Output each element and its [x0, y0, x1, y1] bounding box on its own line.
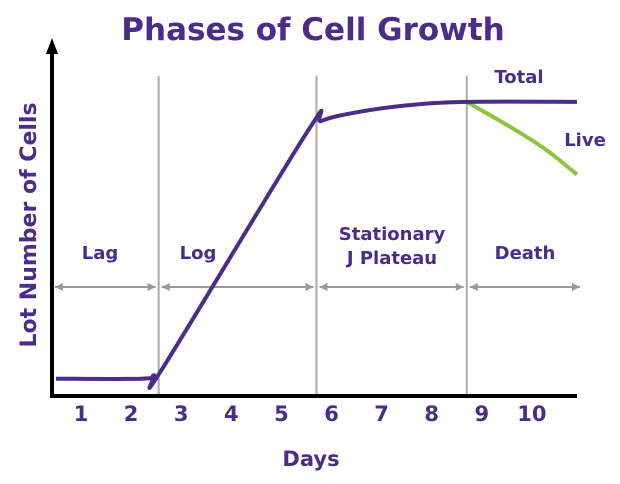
phase-label-lag: Lag — [82, 243, 119, 264]
arrow-right-icon — [455, 283, 464, 291]
arrow-right-icon — [147, 283, 156, 291]
arrow-left-icon — [319, 283, 328, 291]
arrow-left-icon — [161, 283, 170, 291]
x-tick-label: 9 — [474, 402, 489, 426]
chart-title: Phases of Cell Growth — [121, 12, 504, 48]
x-tick-label: 5 — [274, 402, 289, 426]
series-line-live — [465, 100, 579, 177]
phase-label-log: Log — [180, 243, 217, 264]
y-axis-label: Lot Number of Cells — [17, 102, 42, 347]
phase-label-plateau: J Plateau — [345, 248, 437, 269]
phase-label-stationary: Stationary — [339, 224, 446, 245]
x-tick-label: 3 — [174, 402, 189, 426]
arrow-right-icon — [305, 283, 314, 291]
x-tick-label: 4 — [224, 402, 239, 426]
arrow-right-icon — [571, 283, 580, 291]
series-line-total — [55, 99, 577, 390]
x-tick-label: 8 — [424, 402, 439, 426]
y-axis-arrow-icon — [46, 38, 58, 54]
x-tick-label: 2 — [124, 402, 139, 426]
x-tick-label: 7 — [374, 402, 389, 426]
x-axis-label: Days — [282, 447, 339, 471]
phase-label-death: Death — [495, 243, 556, 264]
arrow-left-icon — [469, 283, 478, 291]
series-label-live: Live — [564, 130, 606, 151]
arrow-left-icon — [54, 283, 63, 291]
x-tick-label: 1 — [74, 402, 89, 426]
x-tick-label: 10 — [517, 402, 546, 426]
series-label-total: Total — [494, 67, 543, 88]
x-tick-label: 6 — [324, 402, 339, 426]
